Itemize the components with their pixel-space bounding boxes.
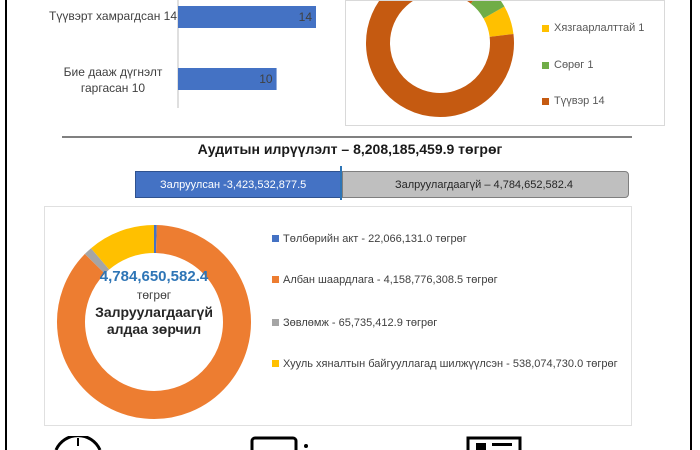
legend-label: Албан шаардлага - 4,158,776,308.5 төгрөг	[283, 274, 498, 286]
frame-left-border	[5, 0, 7, 450]
sample-donut-slice-1	[483, 6, 514, 38]
sample-legend-item: Хязгаарлалттай 1	[542, 22, 644, 34]
breakdown-legend-item: Хууль хяналтын байгууллагад шилжүүлсэн -…	[272, 357, 653, 371]
bar-category-label: гаргасан 10	[81, 81, 146, 95]
breakdown-legend-item: Төлбөрийн акт - 22,066,131.0 төгрөг	[272, 232, 653, 246]
frame-right-border	[690, 0, 692, 450]
uncorrected-donut-chart	[57, 224, 251, 419]
legend-label: Зөвлөмж - 65,735,412.9 төгрөг	[283, 317, 438, 329]
legend-label: Хууль хяналтын байгууллагад шилжүүлсэн -…	[283, 358, 618, 370]
section-divider	[62, 136, 632, 138]
legend-swatch	[272, 276, 279, 283]
clock-icon	[54, 436, 102, 450]
legend-label: Хязгаарлалттай 1	[554, 22, 645, 34]
uncorrected-segment: Залруулагдаагүй – 4,784,652,582.4	[342, 171, 629, 198]
sample-donut-panel: Хязгаарлалттай 1 Сөрөг 1 Түүвэр 14	[345, 0, 665, 126]
uncorrected-donut-slice-3	[84, 248, 110, 274]
bar-1	[178, 6, 316, 28]
uncorrected-donut-slice-4	[91, 225, 155, 270]
bar-category-label: Бие дааж дүгнэлт	[64, 65, 163, 79]
breakdown-legend-item: Албан шаардлага - 4,158,776,308.5 төгрөг	[272, 273, 653, 287]
id-card-icon	[466, 436, 522, 450]
breakdown-legend-item: Зөвлөмж - 65,735,412.9 төгрөг	[272, 316, 653, 330]
donut-center-caption: Залруулагдаагүй алдаа зөрчил	[95, 304, 213, 337]
sample-donut-chart	[366, 1, 514, 117]
sample-legend-item: Түүвэр 14	[542, 95, 605, 107]
sample-donut-slice-2	[470, 1, 505, 19]
donut-center-unit: төгрөг	[136, 288, 172, 302]
sample-legend-item: Сөрөг 1	[542, 59, 593, 71]
legend-label: Сөрөг 1	[554, 59, 594, 71]
document-icon	[250, 436, 308, 450]
bar-2	[178, 68, 277, 90]
legend-swatch	[542, 97, 549, 105]
legend-label: Төлбөрийн акт - 22,066,131.0 төгрөг	[283, 233, 467, 245]
bar-category-label: Түүвэрт хамрагдсан 14	[49, 9, 177, 23]
sample-bar-chart: 14 Түүвэрт хамрагдсан 14 10 Бие дааж дүгнэл…	[49, 0, 316, 108]
legend-swatch	[272, 235, 279, 242]
legend-swatch	[542, 61, 549, 69]
bar-value-label: 10	[259, 72, 273, 86]
legend-swatch	[542, 24, 549, 32]
audit-findings-title: Аудитын илрүүлэлт – 8,208,185,459.9 төгр…	[197, 141, 503, 157]
legend-swatch	[272, 360, 279, 367]
donut-center-amount: 4,784,650,582.4	[99, 268, 209, 285]
uncorrected-donut-slice-2	[57, 225, 251, 419]
legend-swatch	[272, 319, 279, 326]
split-marker	[340, 166, 342, 200]
bar-value-label: 14	[299, 10, 313, 24]
legend-label: Түүвэр 14	[554, 95, 605, 107]
sample-donut-slice-3	[366, 1, 514, 117]
corrected-segment: Залруулсан -3,423,532,877.5	[135, 171, 341, 198]
